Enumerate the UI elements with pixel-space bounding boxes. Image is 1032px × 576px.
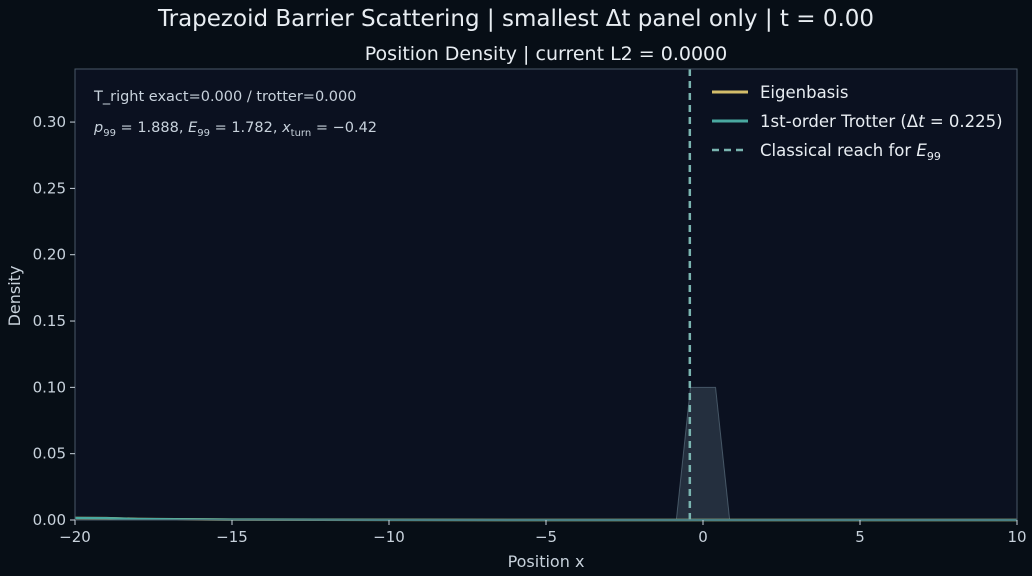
x-tick-label: −5	[535, 528, 557, 546]
legend-label-classical-reach: Classical reach for E99	[760, 141, 941, 163]
x-tick-label: −15	[216, 528, 248, 546]
x-tick-label: 0	[698, 528, 708, 546]
y-tick-label: 0.30	[33, 113, 66, 131]
x-tick-label: 10	[1007, 528, 1026, 546]
x-tick-label: 5	[855, 528, 865, 546]
legend-label-trotter: 1st-order Trotter (Δt = 0.225)	[760, 112, 1003, 131]
x-axis-label: Position x	[508, 552, 585, 571]
y-tick-label: 0.25	[33, 179, 66, 197]
axes-background	[75, 69, 1017, 520]
figure-suptitle: Trapezoid Barrier Scattering | smallest …	[157, 6, 874, 32]
legend: Eigenbasis 1st-order Trotter (Δt = 0.225…	[712, 83, 1003, 163]
y-axis-label: Density	[5, 266, 24, 327]
annotation-transmission: T_right exact=0.000 / trotter=0.000	[93, 89, 356, 105]
chart-title: Position Density | current L2 = 0.0000	[365, 43, 727, 65]
annotation-energy: p99 = 1.888, E99 = 1.782, xturn = −0.42	[93, 120, 377, 139]
y-tick-label: 0.15	[33, 312, 66, 330]
legend-label-eigenbasis: Eigenbasis	[760, 83, 848, 102]
y-tick-label: 0.20	[33, 246, 66, 264]
x-axis-ticks: −20 −15 −10 −5 0 5 10	[59, 520, 1027, 546]
y-tick-label: 0.00	[33, 511, 66, 529]
x-tick-label: −10	[373, 528, 405, 546]
y-tick-label: 0.05	[33, 445, 66, 463]
y-tick-label: 0.10	[33, 378, 66, 396]
y-axis-ticks: 0.00 0.05 0.10 0.15 0.20 0.25 0.30	[33, 113, 75, 529]
x-tick-label: −20	[59, 528, 91, 546]
